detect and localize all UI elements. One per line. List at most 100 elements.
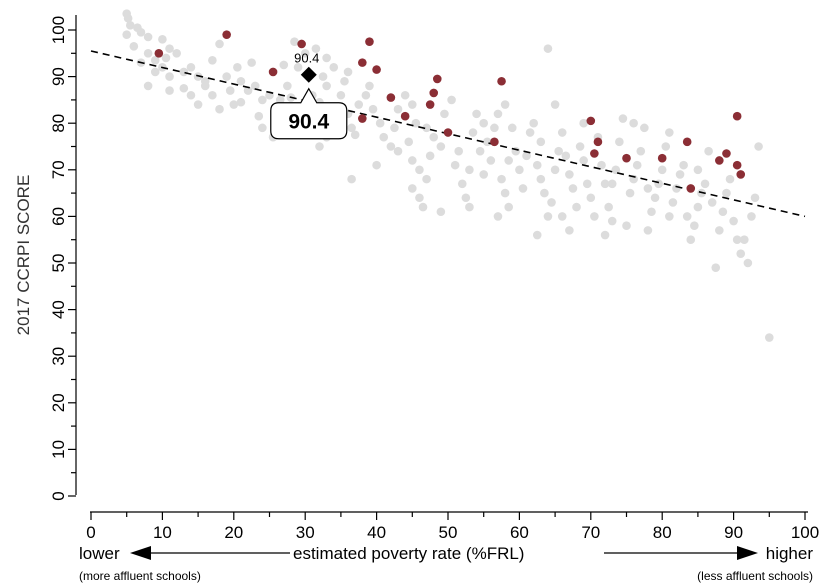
background-point — [765, 333, 774, 342]
background-point — [365, 81, 374, 91]
y-tick-label: 60 — [49, 207, 68, 226]
highlighted-point — [736, 170, 746, 179]
background-point — [597, 160, 606, 170]
background-point — [515, 165, 524, 175]
x-tick-label: 30 — [296, 523, 315, 542]
background-point — [208, 90, 217, 100]
background-point — [129, 42, 139, 51]
background-point — [233, 62, 242, 72]
x-right-sublabel: (less affluent schools) — [697, 569, 813, 583]
background-point — [636, 146, 646, 156]
background-point — [193, 100, 203, 109]
x-tick-label: 20 — [224, 523, 243, 542]
background-point — [557, 128, 567, 137]
x-left-label: lower — [79, 544, 120, 563]
background-point — [143, 81, 153, 91]
background-point — [668, 198, 678, 207]
background-point — [368, 104, 378, 114]
background-point — [497, 174, 506, 184]
background-point — [418, 202, 428, 212]
x-ticks: 0 10 20 30 40 50 60 70 80 90 100 — [86, 512, 819, 542]
background-point — [372, 160, 381, 170]
background-point — [329, 62, 339, 72]
background-point — [408, 156, 417, 165]
background-point — [629, 118, 638, 128]
background-point — [143, 32, 153, 42]
background-point — [654, 179, 663, 189]
background-point — [682, 212, 692, 221]
background-point — [475, 146, 485, 156]
right-arrow-head — [737, 546, 758, 560]
background-point — [429, 132, 439, 142]
highlighted-point — [400, 111, 410, 121]
callout-box — [270, 87, 348, 140]
background-point — [522, 151, 531, 161]
highlighted-point — [732, 160, 742, 170]
background-point — [479, 170, 489, 179]
background-point — [579, 156, 588, 165]
highlighted-point — [429, 88, 439, 98]
background-point — [258, 95, 267, 105]
selected-school-marker — [300, 66, 317, 83]
background-point — [693, 202, 703, 212]
background-point — [461, 193, 471, 203]
background-point — [693, 165, 703, 175]
background-point — [415, 193, 424, 203]
highlighted-point — [297, 39, 306, 49]
y-tick-label: 50 — [49, 254, 68, 273]
background-point — [711, 263, 721, 272]
background-point — [408, 100, 417, 109]
background-point — [165, 86, 174, 95]
y-ticks: 0 10 20 30 40 50 60 70 80 90 100 — [49, 16, 76, 501]
background-point — [700, 179, 710, 189]
background-point — [393, 104, 403, 114]
background-point — [336, 90, 346, 100]
background-point — [611, 165, 621, 175]
background-point — [172, 49, 181, 58]
background-point — [715, 226, 724, 235]
background-point — [215, 104, 224, 114]
highlighted-point — [686, 184, 696, 193]
highlighted-point — [443, 128, 453, 137]
background-point — [150, 67, 160, 77]
background-point — [208, 55, 217, 65]
background-point — [615, 137, 624, 147]
background-point — [250, 81, 260, 91]
x-tick-label: 80 — [653, 523, 672, 542]
background-point — [632, 160, 642, 170]
background-point — [493, 109, 503, 119]
background-point — [547, 198, 556, 207]
background-point — [379, 132, 389, 142]
y-tick-label: 80 — [49, 114, 68, 133]
y-tick-label: 0 — [49, 491, 68, 500]
background-point — [479, 118, 489, 128]
background-point — [450, 160, 460, 170]
background-point — [347, 174, 356, 184]
x-tick-label: 90 — [724, 523, 743, 542]
y-tick-label: 70 — [49, 160, 68, 179]
highlighted-point — [593, 137, 603, 147]
background-point — [607, 216, 617, 226]
y-tick-label: 10 — [49, 440, 68, 459]
background-point — [643, 226, 653, 235]
background-point — [754, 142, 763, 151]
background-point — [600, 179, 610, 189]
highlighted-point — [722, 149, 731, 158]
background-point — [490, 123, 499, 133]
x-axis-annotation: lower (more affluent schools) estimated … — [79, 544, 813, 583]
background-point — [472, 109, 481, 119]
background-point — [393, 146, 403, 156]
background-point — [665, 212, 674, 221]
background-point — [732, 235, 742, 244]
y-tick-label: 30 — [49, 347, 68, 366]
background-point — [165, 72, 174, 81]
background-point — [136, 28, 146, 37]
background-point — [457, 179, 467, 189]
background-point — [354, 100, 364, 109]
background-point — [361, 90, 371, 100]
background-point — [679, 160, 688, 170]
background-point — [747, 212, 756, 221]
background-point — [254, 111, 264, 121]
background-point — [454, 146, 464, 156]
background-point — [486, 156, 496, 165]
